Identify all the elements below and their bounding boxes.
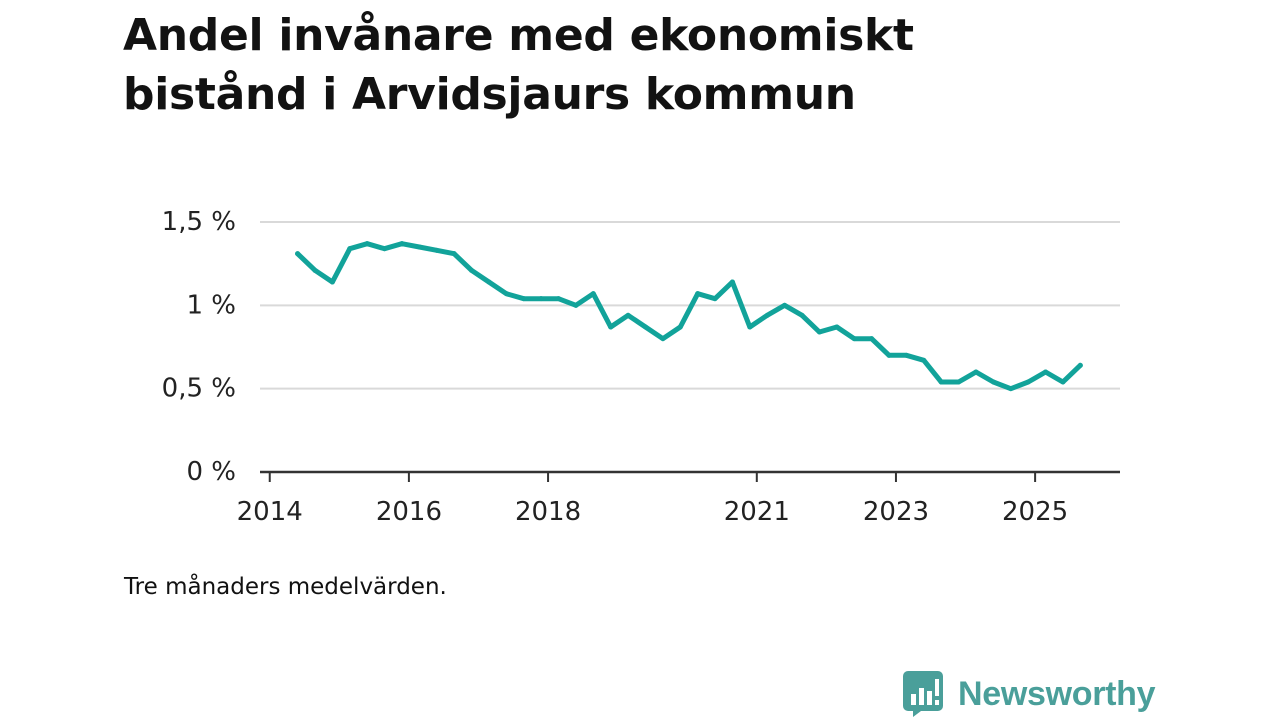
data-point [660,336,666,342]
y-tick-label: 1,5 % [162,207,236,237]
data-point [729,279,735,285]
data-point [521,296,527,302]
data-point [312,267,318,273]
x-tick-label: 2014 [237,497,303,527]
data-point [886,352,892,358]
x-axis [260,470,1120,482]
data-point [486,279,492,285]
data-point [869,336,875,342]
data-point [382,246,388,252]
data-point [399,241,405,247]
data-point [469,267,475,273]
data-point [712,296,718,302]
data-point [642,324,648,330]
data-point [903,352,909,358]
data-point [451,251,457,257]
data-point [677,324,683,330]
data-point [782,302,788,308]
data-point [764,312,770,318]
chart-title: Andel invånare med ekonomiskt bistånd i … [123,6,1103,124]
y-axis-labels: 0 % 0,5 % 1 % 1,5 % [162,207,236,487]
data-point [1060,379,1066,385]
x-tick-label: 2023 [863,497,929,527]
data-point [695,291,701,297]
data-point [851,336,857,342]
data-point [364,241,370,247]
data-series [295,241,1083,392]
data-point [1043,369,1049,375]
data-point [990,379,996,385]
x-tick-label: 2016 [376,497,442,527]
data-point [938,379,944,385]
x-tick-label: 2021 [724,497,790,527]
chart-title-line-1: Andel invånare med ekonomiskt [123,10,914,61]
data-point [329,279,335,285]
data-point [503,291,509,297]
data-point [921,357,927,363]
data-point [1008,386,1014,392]
x-tick-label: 2018 [515,497,581,527]
x-tick-label: 2025 [1002,497,1068,527]
data-point [538,296,544,302]
data-point [799,312,805,318]
data-point [1025,379,1031,385]
data-point [625,312,631,318]
chart-footnote: Tre månaders medelvärden. [124,574,447,600]
data-point [347,246,353,252]
x-axis-labels: 2014 2016 2018 2021 2023 2025 [237,497,1069,527]
series-line [295,241,1083,392]
brand-name: Newsworthy [958,674,1156,713]
newsworthy-brand: Newsworthy [903,671,1156,717]
y-tick-label: 0 % [186,457,236,487]
chart-title-line-2: bistånd i Arvidsjaurs kommun [123,69,856,120]
y-tick-label: 0,5 % [162,374,236,404]
data-point [590,291,596,297]
newsworthy-logo-icon [903,671,943,717]
data-point [747,324,753,330]
data-point [834,324,840,330]
data-point [573,302,579,308]
data-point [434,247,440,253]
data-point [555,296,561,302]
data-point [295,251,301,257]
data-point [956,379,962,385]
data-point [973,369,979,375]
data-point [816,329,822,335]
y-tick-label: 1 % [186,290,236,320]
data-point [608,324,614,330]
data-point [1077,362,1083,368]
data-point [416,244,422,250]
